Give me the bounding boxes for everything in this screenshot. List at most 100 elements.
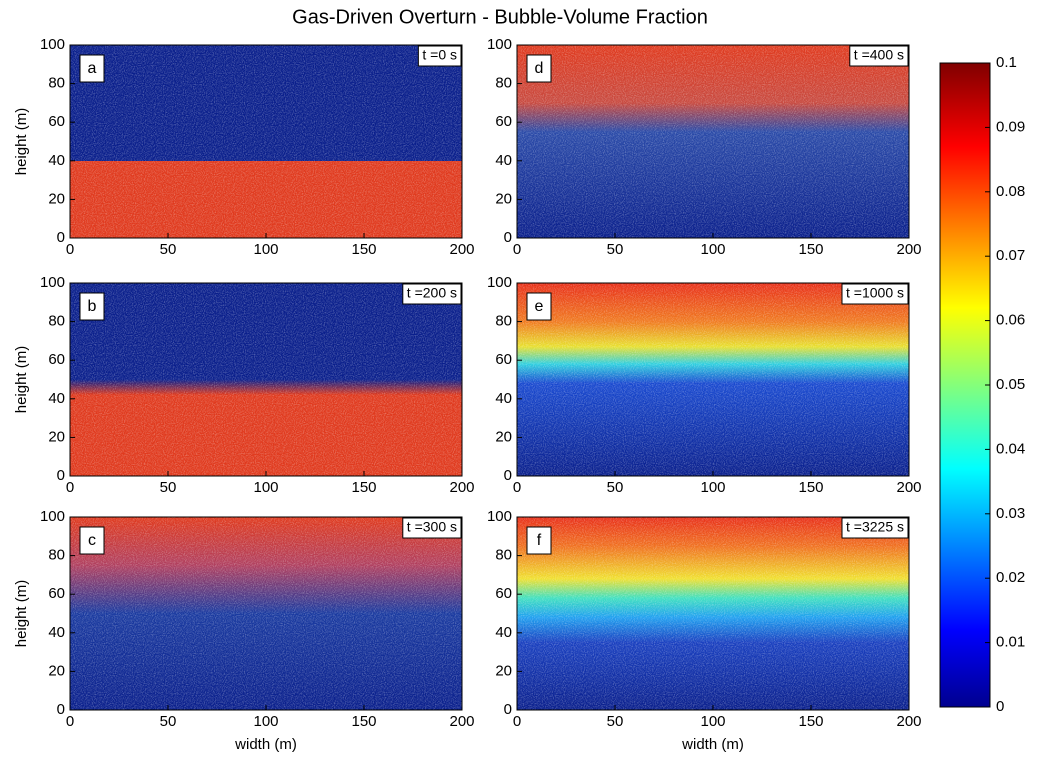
panel-label-box: [526, 54, 552, 83]
y-axis-label: height (m): [13, 346, 30, 414]
x-tick-label: 100: [700, 479, 725, 496]
time-annotation: t =0 s: [422, 47, 457, 63]
panel-label-box: [79, 292, 105, 321]
y-tick-label: 60: [48, 113, 65, 130]
x-tick-label: 150: [798, 479, 823, 496]
y-tick-label: 60: [495, 351, 512, 368]
colorbar-tick-label: 0: [996, 698, 1004, 715]
colorbar-tick-label: 0.1: [996, 54, 1017, 71]
panel-label: f: [537, 532, 542, 549]
y-tick-label: 20: [495, 662, 512, 679]
x-tick-label: 150: [351, 713, 376, 730]
field-texture: [70, 283, 462, 476]
panel-label-box: [526, 526, 552, 555]
x-tick-label: 0: [66, 241, 74, 258]
y-tick-label: 40: [48, 624, 65, 641]
x-tick-label: 150: [351, 479, 376, 496]
y-tick-label: 0: [504, 467, 512, 484]
y-tick-label: 80: [48, 547, 65, 564]
x-tick-label: 50: [607, 241, 624, 258]
x-tick-label: 100: [253, 241, 278, 258]
y-tick-label: 100: [487, 274, 512, 291]
y-axis-label: height (m): [13, 580, 30, 648]
time-annotation: t =3225 s: [846, 519, 904, 535]
y-tick-label: 100: [487, 508, 512, 525]
x-tick-label: 200: [896, 241, 921, 258]
time-annotation: t =400 s: [854, 47, 904, 63]
panel-label-box: [526, 292, 552, 321]
x-tick-label: 100: [700, 241, 725, 258]
panel-label-box: [79, 526, 105, 555]
x-tick-label: 0: [513, 241, 521, 258]
time-annotation-box: [841, 283, 909, 305]
panel-label: c: [88, 532, 96, 549]
y-tick-label: 0: [504, 229, 512, 246]
y-axis-label: height (m): [13, 108, 30, 176]
x-tick-label: 0: [66, 713, 74, 730]
x-tick-label: 0: [513, 479, 521, 496]
y-tick-label: 40: [48, 390, 65, 407]
x-tick-label: 0: [66, 479, 74, 496]
field-texture: [70, 45, 462, 238]
time-annotation-box: [849, 45, 909, 67]
x-tick-label: 50: [160, 479, 177, 496]
y-tick-label: 80: [495, 75, 512, 92]
colorbar-tick-label: 0.01: [996, 634, 1025, 651]
x-axis-label: width (m): [234, 736, 297, 753]
y-tick-label: 0: [57, 701, 65, 718]
y-tick-label: 0: [504, 701, 512, 718]
y-tick-label: 60: [495, 585, 512, 602]
y-tick-label: 20: [495, 428, 512, 445]
y-tick-label: 20: [495, 190, 512, 207]
x-tick-label: 150: [798, 241, 823, 258]
time-annotation-box: [417, 45, 462, 67]
colorbar-tick-label: 0.08: [996, 183, 1025, 200]
x-tick-label: 200: [449, 241, 474, 258]
y-tick-label: 100: [40, 274, 65, 291]
y-tick-label: 40: [48, 152, 65, 169]
x-tick-label: 0: [513, 713, 521, 730]
y-tick-label: 20: [48, 190, 65, 207]
field-texture: [517, 517, 909, 710]
panel-label-box: [79, 54, 105, 83]
time-annotation-box: [841, 517, 909, 539]
x-tick-label: 200: [896, 479, 921, 496]
x-tick-label: 100: [700, 713, 725, 730]
colorbar-tick-label: 0.04: [996, 440, 1025, 457]
x-tick-label: 50: [607, 479, 624, 496]
x-axis-label: width (m): [681, 736, 744, 753]
field-texture: [517, 45, 909, 238]
x-tick-label: 100: [253, 479, 278, 496]
colorbar-tick-label: 0.05: [996, 376, 1025, 393]
y-tick-label: 40: [495, 152, 512, 169]
y-tick-label: 80: [495, 547, 512, 564]
y-tick-label: 0: [57, 467, 65, 484]
y-tick-label: 80: [48, 75, 65, 92]
x-tick-label: 50: [607, 713, 624, 730]
y-tick-label: 80: [48, 313, 65, 330]
x-tick-label: 150: [351, 241, 376, 258]
colorbar-tick-label: 0.07: [996, 247, 1025, 264]
x-tick-label: 150: [798, 713, 823, 730]
x-tick-label: 200: [896, 713, 921, 730]
figure-title: Gas-Driven Overturn - Bubble-Volume Frac…: [292, 6, 708, 28]
colorbar-tick-label: 0.03: [996, 505, 1025, 522]
time-annotation: t =1000 s: [846, 285, 904, 301]
colorbar-tick-label: 0.06: [996, 312, 1025, 329]
y-tick-label: 40: [495, 390, 512, 407]
time-annotation-box: [402, 517, 462, 539]
field-texture: [517, 283, 909, 476]
field-texture: [70, 517, 462, 710]
colorbar-tick-label: 0.09: [996, 118, 1025, 135]
panel-label: e: [535, 298, 544, 315]
y-tick-label: 60: [48, 351, 65, 368]
panel-label: a: [88, 60, 97, 77]
x-tick-label: 50: [160, 241, 177, 258]
colorbar: [939, 62, 991, 708]
y-tick-label: 80: [495, 313, 512, 330]
y-tick-label: 20: [48, 662, 65, 679]
x-tick-label: 50: [160, 713, 177, 730]
y-tick-label: 60: [495, 113, 512, 130]
panel-label: b: [88, 298, 97, 315]
